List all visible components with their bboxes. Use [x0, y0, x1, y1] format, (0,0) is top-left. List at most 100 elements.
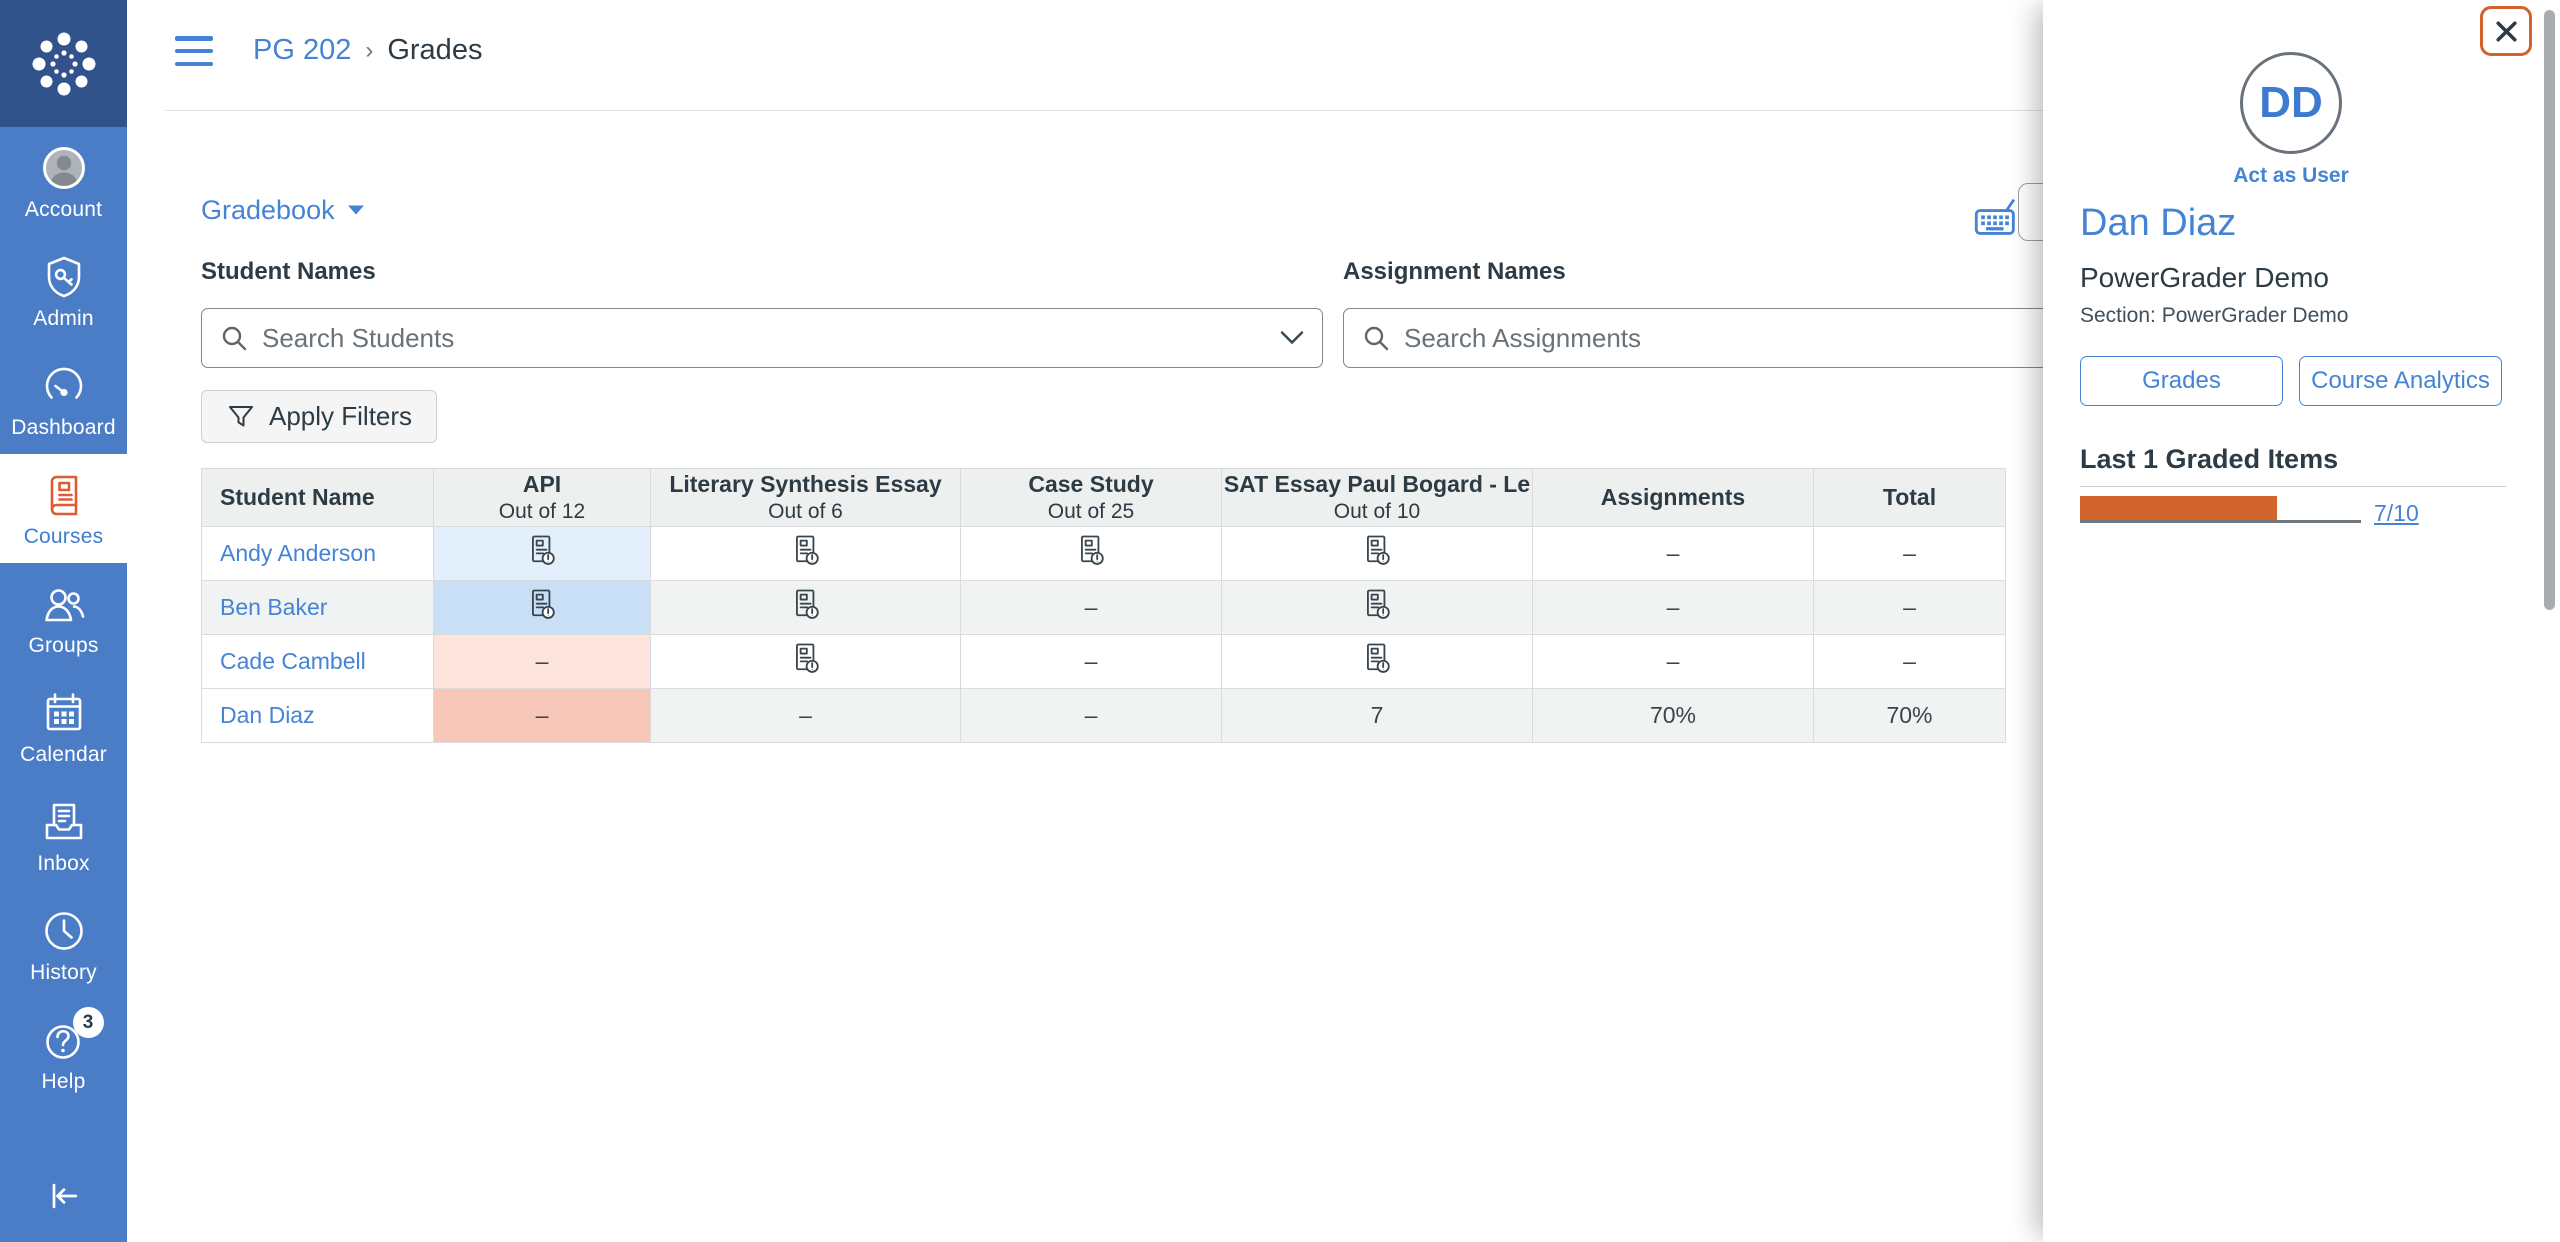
close-icon — [2495, 20, 2517, 42]
search-students-input[interactable] — [262, 322, 1280, 354]
table-row: Ben Baker – – – — [201, 580, 2006, 635]
search-icon — [1364, 326, 1389, 351]
grade-cell[interactable] — [1221, 634, 1533, 689]
inbox-icon — [40, 798, 88, 846]
avatar-icon — [40, 144, 88, 192]
sidebar-item-label: History — [30, 961, 97, 984]
chevron-down-icon[interactable] — [1280, 330, 1304, 346]
grade-cell[interactable] — [650, 580, 961, 635]
sidebar-item-calendar[interactable]: Calendar — [0, 672, 127, 781]
shield-key-icon — [40, 253, 88, 301]
sidebar-item-label: Admin — [33, 307, 94, 330]
tray-action-buttons: Grades Course Analytics — [2080, 356, 2502, 406]
student-link[interactable]: Dan Diaz — [220, 702, 315, 728]
graded-items-heading: Last 1 Graded Items — [2080, 444, 2339, 474]
grade-cell[interactable]: 7 — [1221, 688, 1533, 743]
graded-items-divider — [2080, 486, 2506, 487]
act-as-user-link[interactable]: Act as User — [2233, 164, 2349, 187]
grade-cell[interactable]: 70% — [1532, 688, 1814, 743]
grade-cell[interactable]: – — [960, 634, 1222, 689]
collapse-arrow-icon — [52, 1183, 77, 1209]
column-header-sat-essay-paul-bogard-le: SAT Essay Paul Bogard - Le Out of 10 — [1221, 468, 1533, 527]
student-names-label: Student Names — [201, 258, 376, 285]
sidebar-item-history[interactable]: History — [0, 890, 127, 999]
sidebar-item-groups[interactable]: Groups — [0, 563, 127, 672]
table-row: Dan Diaz – – –7 70% 70% — [201, 688, 2006, 743]
grade-cell[interactable]: 70% — [1813, 688, 2006, 743]
column-header-assignments: Assignments — [1532, 468, 1814, 527]
breadcrumb-course-link[interactable]: PG 202 — [253, 34, 352, 66]
gauge-icon — [40, 362, 88, 410]
table-row: Cade Cambell – – – – — [201, 634, 2006, 689]
submission-pending-icon — [1362, 643, 1392, 680]
keyboard-icon — [1974, 198, 2016, 235]
student-link[interactable]: Andy Anderson — [220, 540, 377, 566]
sidebar-item-label: Help — [41, 1070, 86, 1093]
menu-icon[interactable] — [175, 36, 213, 66]
grade-cell[interactable] — [650, 634, 961, 689]
course-analytics-button[interactable]: Course Analytics — [2299, 356, 2502, 406]
student-name-cell: Cade Cambell — [201, 634, 434, 689]
grade-progress-fill — [2080, 496, 2277, 520]
grade-cell[interactable]: – — [433, 688, 651, 743]
canvas-logo[interactable] — [0, 0, 127, 127]
student-link[interactable]: Ben Baker — [220, 594, 328, 620]
submission-pending-icon — [791, 535, 821, 572]
collapse-sidebar-button[interactable] — [0, 1150, 127, 1242]
gradebook-label: Gradebook — [201, 195, 335, 225]
grade-cell[interactable]: – — [1532, 526, 1814, 581]
grade-cell[interactable]: – — [1813, 526, 2006, 581]
sidebar-item-admin[interactable]: Admin — [0, 236, 127, 345]
grade-cell[interactable] — [1221, 526, 1533, 581]
grade-cell[interactable]: – — [960, 688, 1222, 743]
sidebar-item-inbox[interactable]: Inbox — [0, 781, 127, 890]
grade-cell[interactable] — [433, 580, 651, 635]
column-header-total: Total — [1813, 468, 2006, 527]
student-name-cell: Andy Anderson — [201, 526, 434, 581]
apply-filters-button[interactable]: Apply Filters — [201, 390, 438, 443]
tray-section-line: Section: PowerGrader Demo — [2080, 304, 2349, 327]
tray-scrollbar-thumb[interactable] — [2544, 10, 2555, 610]
submission-pending-icon — [791, 643, 821, 680]
graded-score-link[interactable]: 7/10 — [2374, 500, 2419, 526]
tray-student-name-link[interactable]: Dan Diaz — [2080, 202, 2237, 244]
sidebar-item-label: Inbox — [37, 852, 90, 875]
grade-cell[interactable]: – — [1532, 580, 1814, 635]
question-icon: 3 — [40, 1007, 104, 1064]
sidebar-item-courses[interactable]: Courses — [0, 454, 127, 563]
grade-cell[interactable] — [650, 526, 961, 581]
breadcrumb-separator: › — [365, 36, 374, 64]
sidebar-item-help[interactable]: 3 Help — [0, 999, 127, 1108]
gradebook-dropdown[interactable]: Gradebook — [201, 195, 365, 226]
close-tray-button[interactable] — [2480, 6, 2532, 56]
grade-cell[interactable]: – — [1813, 634, 2006, 689]
keyboard-shortcuts-button[interactable] — [1973, 194, 2021, 238]
grade-cell[interactable]: – — [433, 634, 651, 689]
grade-cell[interactable]: – — [960, 580, 1222, 635]
apply-filters-label: Apply Filters — [269, 401, 413, 431]
sidebar-item-dashboard[interactable]: Dashboard — [0, 345, 127, 454]
grade-cell[interactable] — [433, 526, 651, 581]
grade-cell[interactable]: – — [1813, 580, 2006, 635]
canvas-logo-icon — [32, 32, 95, 95]
student-link[interactable]: Cade Cambell — [220, 648, 366, 674]
grade-cell[interactable]: – — [1532, 634, 1814, 689]
breadcrumb: PG 202 › Grades — [253, 34, 482, 67]
grade-cell[interactable] — [1221, 580, 1533, 635]
grades-button[interactable]: Grades — [2080, 356, 2283, 406]
submission-pending-icon — [1076, 535, 1106, 572]
funnel-icon — [229, 405, 253, 426]
global-nav-sidebar: Account Admin Dashboard Courses Groups C… — [0, 0, 127, 1242]
sidebar-item-account[interactable]: Account — [0, 127, 127, 236]
sidebar-item-label: Groups — [28, 634, 99, 657]
search-icon — [222, 326, 247, 351]
grade-cell[interactable] — [960, 526, 1222, 581]
grade-progress-bar — [2080, 496, 2361, 523]
column-header-api: API Out of 12 — [433, 468, 651, 527]
sidebar-item-label: Calendar — [20, 743, 107, 766]
submission-pending-icon — [527, 535, 557, 572]
avatar-initials: DD — [2259, 78, 2323, 127]
help-count-badge: 3 — [72, 1007, 104, 1038]
grade-cell[interactable]: – — [650, 688, 961, 743]
search-students-box — [201, 308, 1323, 368]
